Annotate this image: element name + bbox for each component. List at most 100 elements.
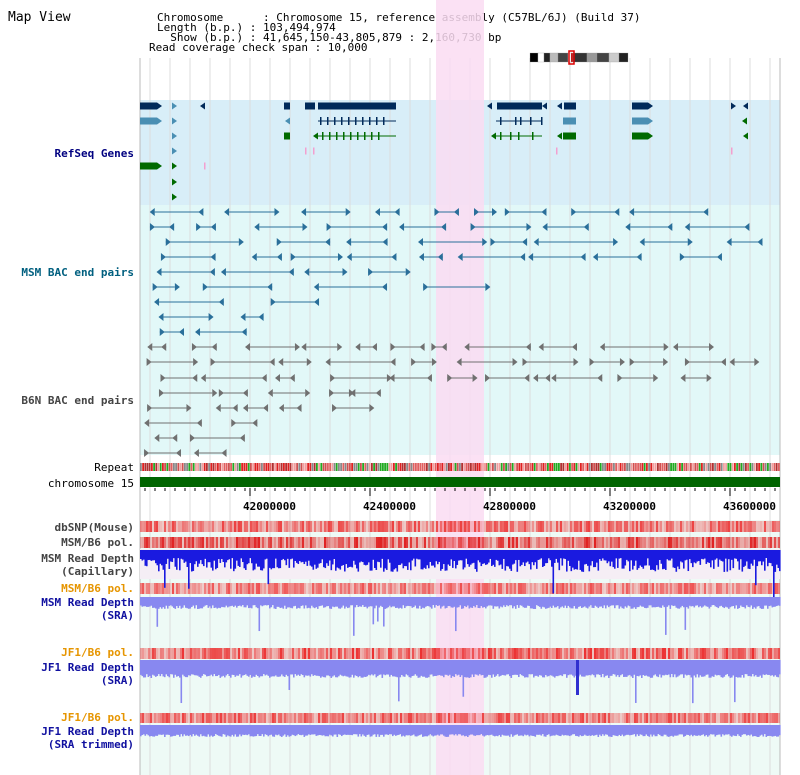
dbsnp-heat	[238, 521, 240, 532]
dbsnp-heat	[372, 521, 374, 532]
jf1-sra-depth	[230, 660, 232, 678]
track-label-jf1-b6-pol-2[interactable]: JF1/B6 pol.	[61, 711, 134, 724]
dbsnp-heat	[394, 521, 396, 532]
jf1-trimmed-depth	[425, 725, 427, 737]
jf1-sra-depth	[560, 660, 562, 676]
msm-capillary-depth	[464, 550, 466, 568]
jf1-trimmed-depth	[354, 725, 357, 735]
repeat-mark	[509, 463, 512, 471]
dbsnp-heat	[218, 521, 220, 532]
jf1-trimmed-depth	[500, 725, 502, 737]
gene-arrow	[663, 343, 669, 351]
msm-capillary-depth	[585, 550, 588, 564]
track-label-msm-depth-sra[interactable]: MSM Read Depth	[41, 596, 134, 609]
jf1-sra-depth	[542, 660, 544, 678]
dbsnp-heat	[732, 521, 734, 532]
dbsnp-heat	[460, 521, 462, 532]
msm-pol-heat	[156, 583, 158, 594]
msm-capillary-depth	[393, 550, 396, 570]
track-label-repeat[interactable]: Repeat	[94, 461, 134, 474]
jf1-trimmed-depth	[711, 725, 714, 735]
msm-sra-depth	[284, 597, 286, 606]
repeat-mark	[615, 463, 617, 471]
jf1-pol-heat	[466, 648, 468, 659]
jf1-trimmed-depth	[410, 725, 412, 736]
msm-pol-heat	[252, 537, 254, 548]
track-label-jf1-depth-trimmed[interactable]: JF1 Read Depth	[41, 725, 134, 738]
jf1-sra-depth	[732, 660, 735, 676]
jf1-pol-heat	[202, 713, 204, 723]
jf1-pol-heat	[642, 713, 644, 723]
dbsnp-heat	[662, 521, 664, 532]
dbsnp-heat	[300, 521, 302, 532]
msm-capillary-depth	[755, 550, 757, 586]
jf1-pol-heat	[476, 648, 478, 659]
dbsnp-heat	[426, 521, 428, 532]
jf1-trimmed-depth	[642, 725, 645, 737]
gene-arrow	[557, 132, 562, 140]
jf1-trimmed-depth	[240, 725, 243, 737]
gene-arrow	[337, 343, 343, 351]
jf1-pol-heat	[154, 648, 156, 659]
jf1-pol-heat	[310, 648, 312, 659]
track-label-jf1-b6-pol-1[interactable]: JF1/B6 pol.	[61, 646, 134, 659]
repeat-mark	[164, 463, 166, 471]
jf1-trimmed-depth	[452, 725, 454, 735]
jf1-sra-depth	[194, 660, 196, 676]
track-label-msm-bac[interactable]: MSM BAC end pairs	[21, 266, 134, 279]
msm-capillary-depth	[639, 550, 642, 566]
track-label-dbsnp[interactable]: dbSNP(Mouse)	[54, 521, 134, 534]
jf1-trimmed-depth	[212, 725, 214, 737]
jf1-sra-depth	[309, 660, 312, 677]
jf1-pol-heat	[696, 713, 698, 723]
jf1-trimmed-depth	[687, 725, 690, 735]
jf1-pol-heat	[632, 648, 634, 659]
msm-pol-heat	[568, 583, 570, 594]
msm-capillary-depth	[501, 550, 504, 569]
track-label-msm-b6-pol-2[interactable]: MSM/B6 pol.	[61, 582, 134, 595]
dbsnp-heat	[388, 521, 390, 532]
jf1-trimmed-depth	[768, 725, 771, 736]
msm-pol-heat	[746, 583, 748, 594]
msm-pol-heat	[474, 583, 476, 594]
jf1-pol-heat	[718, 713, 720, 723]
gene-arrow	[244, 343, 250, 351]
dbsnp-heat	[474, 521, 476, 532]
msm-sra-depth	[587, 597, 589, 609]
jf1-pol-heat	[542, 713, 544, 723]
msm-sra-depth	[714, 597, 717, 607]
track-label-refseq[interactable]: RefSeq Genes	[54, 147, 134, 160]
msm-capillary-depth	[627, 550, 630, 562]
gene-arrow	[599, 343, 605, 351]
msm-pol-heat	[356, 537, 358, 548]
gene-block	[329, 132, 331, 140]
jf1-sra-depth	[434, 660, 436, 676]
jf1-pol-heat	[338, 648, 340, 659]
msm-pol-heat	[588, 537, 590, 548]
track-label-chromosome[interactable]: chromosome 15	[47, 477, 134, 490]
msm-sra-depth	[581, 597, 583, 608]
msm-sra-depth	[642, 597, 645, 607]
track-label-msm-depth-capillary[interactable]: MSM Read Depth	[41, 552, 134, 565]
msm-pol-heat	[334, 537, 336, 548]
dbsnp-heat	[246, 521, 248, 532]
msm-capillary-depth	[263, 550, 265, 569]
jf1-pol-heat	[700, 648, 702, 659]
repeat-mark	[302, 463, 305, 471]
msm-pol-heat	[694, 583, 696, 594]
jf1-pol-heat	[334, 648, 336, 659]
gene-arrow	[290, 253, 296, 261]
track-label-b6n-bac[interactable]: B6N BAC end pairs	[21, 394, 134, 407]
msm-sra-depth	[713, 597, 715, 606]
track-label-jf1-depth-sra[interactable]: JF1 Read Depth	[41, 661, 134, 674]
jf1-sra-depth	[417, 660, 420, 678]
jf1-pol-heat	[536, 648, 538, 659]
jf1-pol-heat	[438, 648, 440, 659]
msm-pol-heat	[636, 537, 638, 548]
gene-arrow	[557, 102, 562, 110]
msm-capillary-depth	[666, 550, 669, 560]
gene-arrow	[210, 223, 216, 231]
track-label-msm-b6-pol-1[interactable]: MSM/B6 pol.	[61, 536, 134, 549]
jf1-pol-heat	[456, 713, 458, 723]
